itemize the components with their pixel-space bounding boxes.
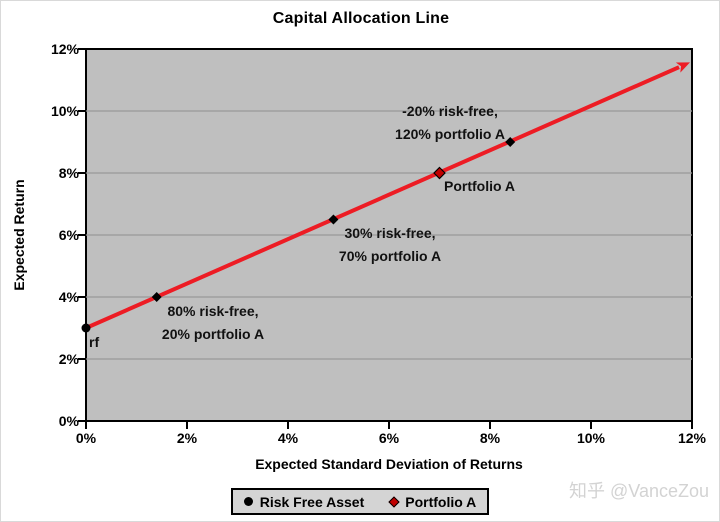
annotation-3: Portfolio A — [444, 175, 515, 198]
legend-item-portfolio-a: Portfolio A — [388, 493, 477, 510]
x-tick-label-10%: 10% — [576, 430, 606, 446]
legend-label: Portfolio A — [405, 493, 477, 510]
x-axis-title: Expected Standard Deviation of Returns — [255, 456, 523, 472]
annotation-2: 30% risk-free, 70% portfolio A — [280, 222, 500, 268]
y-tick-label-4%: 4% — [58, 289, 79, 305]
y-tick-label-12%: 12% — [50, 41, 79, 57]
x-tick-label-6%: 6% — [378, 430, 400, 446]
diamond-marker-icon — [388, 495, 400, 508]
x-tick-label-0%: 0% — [75, 430, 97, 446]
annotation-line: 120% portfolio A — [395, 126, 505, 142]
annotation-line: Portfolio A — [444, 178, 516, 194]
annotation-line: 20% portfolio A — [161, 326, 265, 342]
circle-marker-icon — [243, 497, 253, 506]
annotation-1: 80% risk-free, 20% portfolio A — [103, 300, 323, 346]
x-tick-label-12%: 12% — [677, 430, 707, 446]
data-point-0 — [81, 323, 91, 333]
y-tick-label-8%: 8% — [58, 165, 79, 181]
legend-label: Risk Free Asset — [259, 493, 365, 510]
annotation-line: 30% risk-free, — [344, 225, 436, 241]
x-tick-label-8%: 8% — [479, 430, 501, 446]
annotation-line: 70% portfolio A — [338, 248, 442, 264]
data-point-3 — [433, 166, 446, 180]
annotation-line: rf — [89, 334, 100, 350]
data-point-2 — [328, 214, 339, 225]
capital-allocation-line — [85, 62, 691, 330]
chart-title: Capital Allocation Line — [272, 10, 450, 27]
y-tick-label-6%: 6% — [58, 227, 79, 243]
annotation-line: 80% risk-free, — [167, 303, 259, 319]
y-axis-title: Expected Return — [11, 179, 27, 291]
x-tick-label-2%: 2% — [176, 430, 198, 446]
y-tick-label-0%: 0% — [58, 413, 79, 429]
legend-item-risk-free-asset: Risk Free Asset — [243, 493, 365, 510]
y-tick-label-10%: 10% — [50, 103, 79, 119]
x-tick-label-4%: 4% — [277, 430, 299, 446]
legend: Risk Free Asset Portfolio A — [231, 488, 489, 515]
annotation-0: rf — [89, 331, 99, 354]
data-point-1 — [151, 292, 162, 302]
data-point-4 — [505, 137, 516, 147]
y-tick-label-2%: 2% — [58, 351, 79, 367]
annotation-line: -20% risk-free, — [402, 103, 498, 119]
watermark: 知乎 @VanceZou — [569, 481, 709, 501]
annotation-4: -20% risk-free, 120% portfolio A — [340, 100, 560, 146]
